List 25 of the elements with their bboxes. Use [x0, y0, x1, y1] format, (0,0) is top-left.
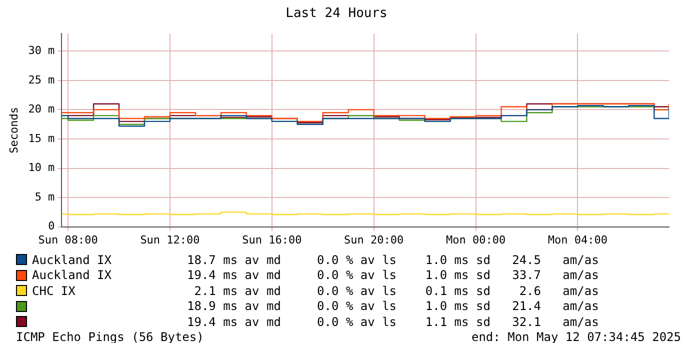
- x-tick-label: Sun 20:00: [344, 233, 404, 246]
- text: 2.1 ms av md 0.0 % av ls 0.1 ms sd 2.6 am/as: [193, 284, 599, 298]
- y-tick-label: 15 m: [28, 132, 56, 145]
- x-tick-label: Sun 08:00: [38, 233, 98, 246]
- x-tick-label: Mon 04:00: [548, 233, 608, 246]
- text: 18.7 ms av md 0.0 % av ls 1.0 ms sd 24.5 am/as: [187, 252, 599, 267]
- y-tick-label: 25 m: [28, 73, 56, 86]
- text: end: Mon May 12 07:34:45 2025: [471, 330, 681, 343]
- y-tick-label: 5 m: [34, 190, 56, 204]
- x-tick-label: Mon 00:00: [446, 233, 506, 246]
- legend-label: Auckland IX: [32, 268, 112, 282]
- legend-label: CHC IX: [32, 284, 76, 298]
- y-tick-label: 20 m: [28, 102, 56, 116]
- legend-label: Auckland IX: [32, 252, 112, 267]
- x-tick-label: Sun 12:00: [140, 233, 200, 246]
- y-tick-label: 30 m: [28, 44, 56, 58]
- y-tick-label: 0: [48, 220, 55, 233]
- text: 19.4 ms av md 0.0 % av ls 1.0 ms sd 33.7 am/as: [187, 268, 599, 282]
- y-tick-label: 10 m: [28, 161, 56, 174]
- text: 18.9 ms av md 0.0 % av ls 1.0 ms sd 21.4 am/as: [187, 299, 599, 314]
- text: 19.4 ms av md 0.0 % av ls 1.1 ms sd 32.1 am/as: [187, 314, 599, 329]
- y-axis-title: Seconds: [7, 107, 20, 154]
- x-tick-label: Sun 16:00: [242, 233, 302, 246]
- text: ICMP Echo Pings (56 Bytes): [16, 330, 204, 343]
- chart-title: Last 24 Hours: [286, 6, 388, 22]
